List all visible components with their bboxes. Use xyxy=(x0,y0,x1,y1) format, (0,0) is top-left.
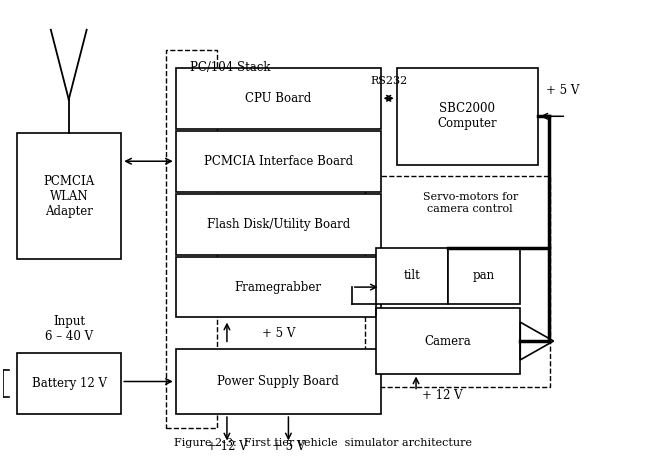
Text: Figure 2-3:  First tier vehicle  simulator architecture: Figure 2-3: First tier vehicle simulator… xyxy=(174,438,472,448)
Text: PC/104 Stack: PC/104 Stack xyxy=(190,61,271,74)
Text: pan: pan xyxy=(473,269,495,282)
FancyBboxPatch shape xyxy=(176,131,380,191)
Text: Input
6 – 40 V: Input 6 – 40 V xyxy=(45,315,93,343)
Text: PCMCIA
WLAN
Adapter: PCMCIA WLAN Adapter xyxy=(43,175,95,218)
FancyBboxPatch shape xyxy=(176,257,380,318)
Text: PCMCIA Interface Board: PCMCIA Interface Board xyxy=(203,155,353,168)
Text: Camera: Camera xyxy=(424,335,472,347)
Text: Power Supply Board: Power Supply Board xyxy=(217,375,339,388)
FancyBboxPatch shape xyxy=(375,248,448,304)
FancyBboxPatch shape xyxy=(375,308,520,374)
Text: + 5 V: + 5 V xyxy=(272,440,305,453)
Polygon shape xyxy=(520,322,554,360)
FancyBboxPatch shape xyxy=(17,353,121,414)
FancyBboxPatch shape xyxy=(397,68,537,165)
FancyBboxPatch shape xyxy=(17,133,121,259)
Text: Servo-motors for
camera control: Servo-motors for camera control xyxy=(422,192,518,213)
Text: CPU Board: CPU Board xyxy=(245,92,311,105)
Text: Flash Disk/Utility Board: Flash Disk/Utility Board xyxy=(207,218,349,231)
Text: + 5 V: + 5 V xyxy=(262,327,295,340)
Text: + 5 V: + 5 V xyxy=(547,84,580,97)
FancyBboxPatch shape xyxy=(176,349,380,414)
Text: tilt: tilt xyxy=(403,269,420,282)
Text: Framegrabber: Framegrabber xyxy=(234,281,322,293)
Text: + 12 V: + 12 V xyxy=(207,440,247,453)
Text: RS232: RS232 xyxy=(370,76,407,86)
Text: + 12 V: + 12 V xyxy=(422,389,463,402)
FancyBboxPatch shape xyxy=(176,194,380,255)
FancyBboxPatch shape xyxy=(448,248,520,304)
FancyBboxPatch shape xyxy=(176,68,380,128)
Text: Battery 12 V: Battery 12 V xyxy=(32,377,107,390)
Text: SBC2000
Computer: SBC2000 Computer xyxy=(437,102,497,130)
